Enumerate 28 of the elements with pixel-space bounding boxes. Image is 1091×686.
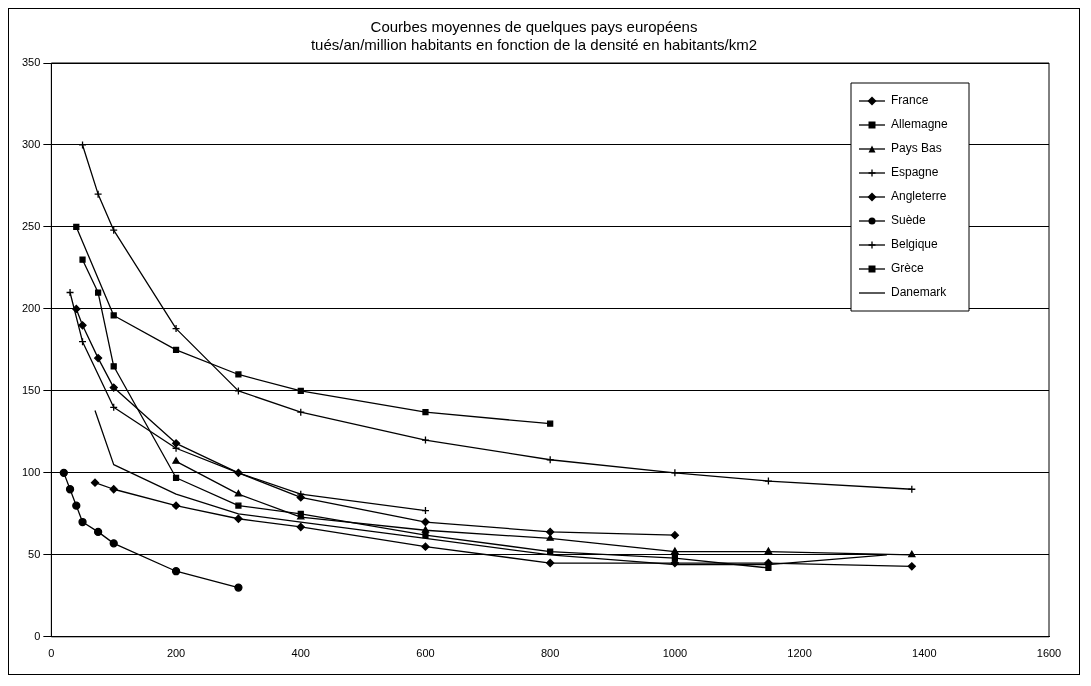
legend-label: Grèce [891,261,924,276]
y-tick-label: 100 [21,465,41,478]
x-tick-label: 1600 [1036,647,1062,660]
y-tick-label: 0 [34,629,41,642]
legend-label: Angleterre [891,189,947,204]
legend-label: Allemagne [891,117,949,132]
legend-label: Suède [891,213,927,228]
x-tick-label: 1000 [662,647,688,660]
x-tick-label: 1400 [912,647,937,660]
chart-subtitle: tués/an/million habitants en fonction de la densité en habitants/km2 [310,36,758,54]
legend-label: Danemark [891,285,948,300]
x-tick-label: 0 [48,647,55,660]
x-tick-label: 400 [291,647,310,660]
x-tick-label: 800 [541,647,560,660]
y-tick-label: 300 [21,138,41,150]
x-tick-label: 200 [166,647,186,660]
y-tick-label: 150 [21,383,41,396]
x-tick-label: 600 [416,647,435,660]
legend-label: Belgique [891,237,939,252]
x-tick-label: 1200 [787,647,812,660]
chart-title: Courbes moyennes de quelques pays européens [370,18,698,36]
legend-label: Espagne [891,165,939,180]
y-tick-label: 200 [21,301,41,314]
y-tick-label: 250 [21,219,41,232]
y-tick-label: 50 [28,547,41,560]
y-tick-label: 350 [21,56,41,69]
legend-label: Pays Bas [891,141,942,156]
legend-label: France [891,93,929,108]
